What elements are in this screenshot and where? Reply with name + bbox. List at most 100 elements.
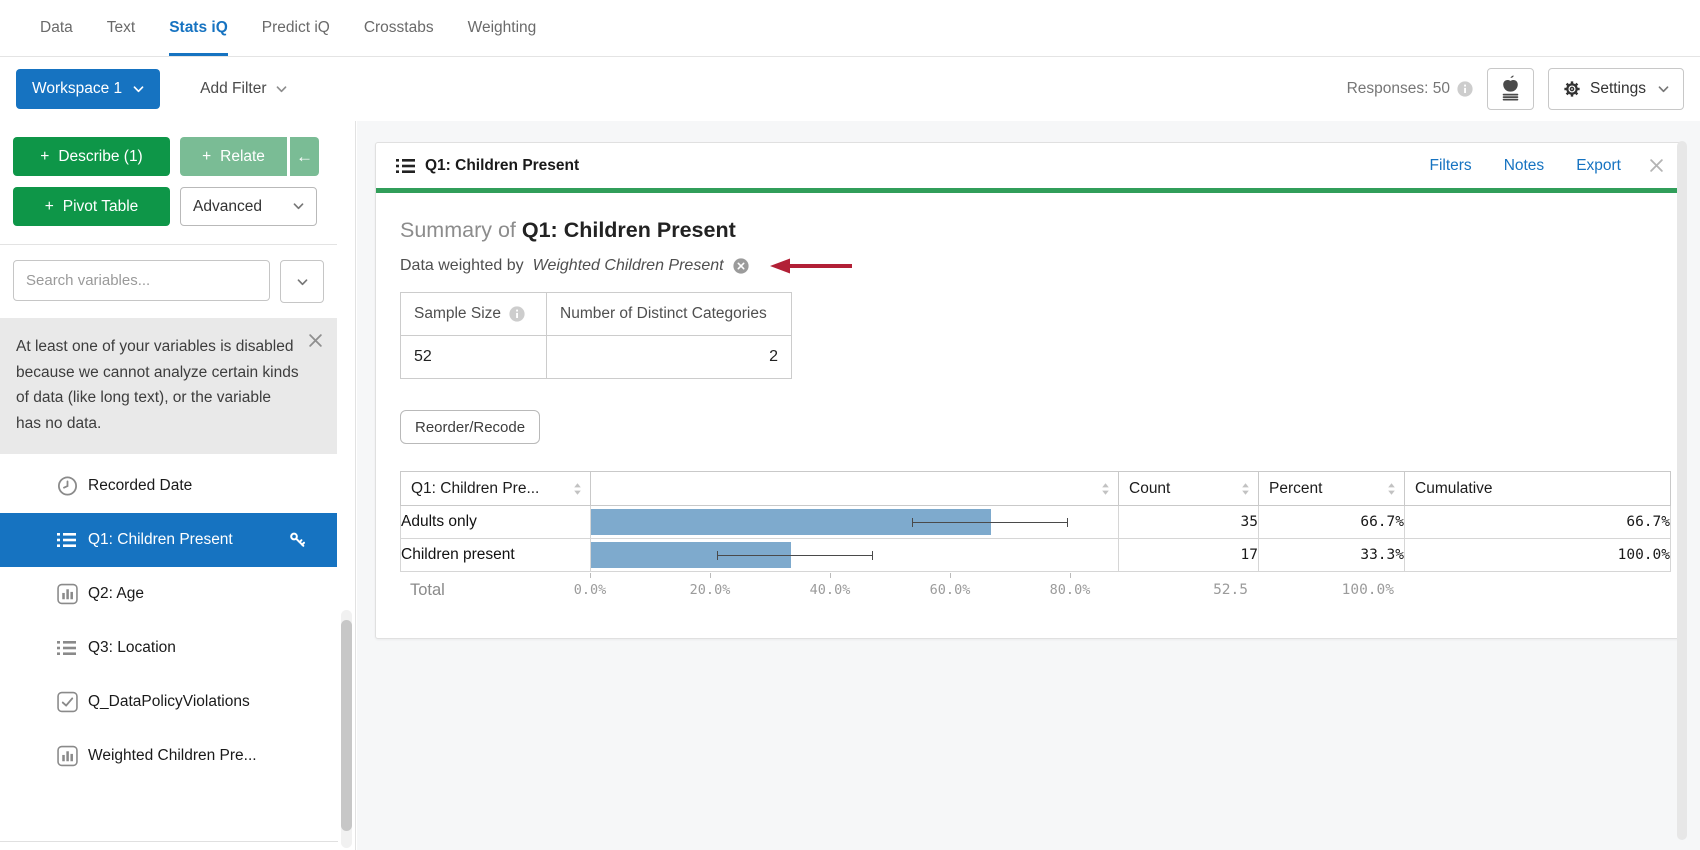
category-label: Children present xyxy=(400,538,591,572)
cumulative-cell: 66.7% xyxy=(1404,505,1671,539)
card-accent-bar xyxy=(376,188,1684,193)
variable-label: Recorded Date xyxy=(88,476,193,494)
variable-item-q2-age[interactable]: Q2: Age xyxy=(0,567,337,621)
reorder-recode-button[interactable]: Reorder/Recode xyxy=(400,410,541,444)
column-header-cumulative[interactable]: Cumulative xyxy=(1404,471,1671,506)
describe-label: Describe (1) xyxy=(58,147,143,165)
percent-cell: 33.3% xyxy=(1258,538,1405,572)
sidebar-scrollbar-thumb[interactable] xyxy=(341,620,352,831)
variable-label: Weighted Children Pre... xyxy=(88,746,257,764)
plus-icon: + xyxy=(44,197,54,215)
collapse-panel-button[interactable]: ← xyxy=(289,137,319,176)
confidence-interval-whisker xyxy=(912,518,1068,527)
tab-weighting[interactable]: Weighting xyxy=(467,18,537,36)
axis-tick xyxy=(1070,573,1071,578)
remove-weighting-icon[interactable] xyxy=(732,258,749,274)
frequency-table: Q1: Children Pre... Count Percent xyxy=(400,471,1671,572)
distinct-categories-value: 2 xyxy=(546,335,792,379)
column-header-bar[interactable] xyxy=(590,471,1119,506)
advanced-label: Advanced xyxy=(193,197,262,215)
pivot-table-label: Pivot Table xyxy=(62,197,139,215)
close-icon[interactable] xyxy=(308,333,323,348)
chevron-down-icon xyxy=(133,80,144,98)
card-header: Q1: Children Present Filters Notes Export xyxy=(376,143,1684,188)
advanced-dropdown[interactable]: Advanced xyxy=(180,187,317,226)
count-cell: 35 xyxy=(1118,505,1259,539)
disabled-variable-notice: At least one of your variables is disabl… xyxy=(0,318,337,454)
responses-label: Responses: 50 xyxy=(1346,80,1450,97)
tab-predict-iq[interactable]: Predict iQ xyxy=(261,18,330,36)
variable-item-q-datapolicyviolations[interactable]: Q_DataPolicyViolations xyxy=(0,675,337,729)
notes-link[interactable]: Notes xyxy=(1503,156,1545,174)
plus-icon: + xyxy=(202,147,212,165)
total-label: Total xyxy=(410,581,445,599)
analysis-card: Q1: Children Present Filters Notes Export … xyxy=(375,142,1685,639)
axis-tick xyxy=(590,573,591,578)
add-filter-button[interactable]: Add Filter xyxy=(200,80,286,98)
column-header-percent[interactable]: Percent xyxy=(1258,471,1405,506)
sample-size-header: Sample Size xyxy=(400,292,547,336)
sidebar-divider xyxy=(0,841,338,842)
tab-stats-iq[interactable]: Stats iQ xyxy=(169,0,228,56)
search-input[interactable] xyxy=(13,260,270,301)
relate-button[interactable]: + Relate xyxy=(180,137,287,176)
top-nav: Data Text Stats iQ Predict iQ Crosstabs Weigh… xyxy=(0,0,1700,57)
close-icon[interactable] xyxy=(1649,158,1664,173)
arrow-left-icon: ← xyxy=(296,146,313,166)
list-icon xyxy=(396,158,415,174)
total-count: 52.5 xyxy=(1213,582,1248,598)
annotation-arrow-icon xyxy=(762,257,854,275)
info-icon[interactable] xyxy=(1457,81,1473,97)
chevron-down-icon xyxy=(276,85,287,93)
variable-item-q3-location[interactable]: Q3: Location xyxy=(0,621,337,675)
total-percent: 100.0% xyxy=(1341,582,1394,598)
page-scrollbar[interactable] xyxy=(1677,141,1687,840)
workspace-button[interactable]: Workspace 1 xyxy=(16,69,161,109)
toolbar-right: Responses: 50 Settings xyxy=(1347,68,1684,110)
weighted-by-line: Data weighted by Weighted Children Prese… xyxy=(400,257,1664,275)
plus-icon: + xyxy=(40,147,50,165)
settings-button[interactable]: Settings xyxy=(1547,68,1684,110)
sidebar-buttons: + Describe (1) + Relate ← + Pivot Table … xyxy=(0,121,337,245)
variable-item-weighted-children-pre[interactable]: Weighted Children Pre... xyxy=(0,729,337,783)
total-row: Total 52.5 100.0% 0.0% 20.0% 40.0% 60.0% 80.… xyxy=(400,572,1670,610)
column-header-count[interactable]: Count xyxy=(1118,471,1259,506)
sidebar-search xyxy=(0,245,337,318)
variable-label: Q1: Children Present xyxy=(88,530,233,548)
summary-prefix: Summary of xyxy=(400,218,522,242)
card-title: Q1: Children Present xyxy=(425,156,580,174)
card-body: Summary of Q1: Children Present Data wei… xyxy=(376,193,1684,638)
sidebar: + Describe (1) + Relate ← + Pivot Table … xyxy=(0,121,356,850)
search-options-dropdown[interactable] xyxy=(280,260,324,303)
count-cell: 17 xyxy=(1118,538,1259,572)
apple-book-icon xyxy=(1498,74,1523,104)
info-icon[interactable] xyxy=(509,306,525,322)
column-header-variable[interactable]: Q1: Children Pre... xyxy=(400,471,591,506)
distinct-categories-header: Number of Distinct Categories xyxy=(546,292,792,336)
describe-button[interactable]: + Describe (1) xyxy=(13,137,170,176)
variable-item-recorded-date[interactable]: Recorded Date xyxy=(0,459,337,513)
key-icon xyxy=(289,531,306,548)
tab-text[interactable]: Text xyxy=(106,18,136,36)
variable-item-q1-children-present[interactable]: Q1: Children Present xyxy=(0,512,337,567)
export-link[interactable]: Export xyxy=(1576,156,1621,174)
cumulative-cell: 100.0% xyxy=(1404,538,1671,572)
axis-tick xyxy=(950,573,951,578)
percent-cell: 66.7% xyxy=(1258,505,1405,539)
checkbox-icon xyxy=(57,691,78,713)
learning-resources-button[interactable] xyxy=(1486,68,1534,110)
table-row[interactable]: Children present 17 33.3% 100.0% xyxy=(400,538,1671,572)
pivot-table-button[interactable]: + Pivot Table xyxy=(13,187,170,226)
sort-icon xyxy=(573,482,582,496)
table-row[interactable]: Adults only 35 66.7% 66.7% xyxy=(400,505,1671,539)
sample-size-value: 52 xyxy=(400,335,547,379)
chevron-down-icon xyxy=(297,273,308,291)
weighted-variable: Weighted Children Present xyxy=(532,257,724,274)
tab-crosstabs[interactable]: Crosstabs xyxy=(363,18,434,36)
filters-link[interactable]: Filters xyxy=(1429,156,1472,174)
barchart-icon xyxy=(57,745,78,767)
main-area: Q1: Children Present Filters Notes Export … xyxy=(357,121,1700,850)
tab-data[interactable]: Data xyxy=(40,18,73,36)
gear-icon xyxy=(1563,80,1581,98)
